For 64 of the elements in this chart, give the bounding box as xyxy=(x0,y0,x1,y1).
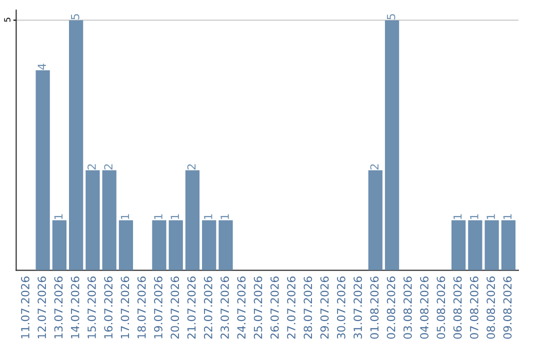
x-tick-label: 26.07.2026 xyxy=(270,276,279,339)
bar xyxy=(102,170,116,270)
x-tick-label: 08.08.2026 xyxy=(486,276,496,339)
bar xyxy=(168,220,183,270)
x-tick-label: 24.07.2026 xyxy=(237,276,246,339)
bar xyxy=(185,170,200,270)
x-tick-label: 03.08.2026 xyxy=(403,276,412,339)
x-tick-label: 18.07.2026 xyxy=(137,276,146,338)
x-tick-label: 14.07.2026 xyxy=(70,276,80,338)
bar xyxy=(218,220,233,270)
bar xyxy=(36,70,50,270)
x-tick-label: 02.08.2026 xyxy=(386,276,396,339)
bar xyxy=(368,170,382,270)
data-label: 5 xyxy=(386,14,396,20)
bar xyxy=(484,220,499,270)
bar xyxy=(384,20,400,270)
data-label: 4 xyxy=(38,64,46,70)
x-tick-label: 13.07.2026 xyxy=(54,276,63,338)
data-label: 2 xyxy=(370,164,378,170)
bar xyxy=(118,220,134,270)
data-label: 1 xyxy=(470,214,478,220)
x-tick-label: 05.08.2026 xyxy=(436,276,446,339)
data-label: 2 xyxy=(187,164,196,170)
bar xyxy=(52,220,67,270)
data-label: 1 xyxy=(154,214,162,220)
bar xyxy=(152,220,166,270)
data-label: 1 xyxy=(204,214,212,220)
x-tick-label: 29.07.2026 xyxy=(320,276,329,339)
x-tick-label: 28.07.2026 xyxy=(304,276,312,339)
data-label: 1 xyxy=(503,214,512,220)
x-tick-label: 11.07.2026 xyxy=(20,276,30,338)
data-label: 2 xyxy=(104,164,112,170)
data-label: 1 xyxy=(54,214,62,220)
x-tick-label: 21.07.2026 xyxy=(187,276,196,339)
x-tick-label: 16.07.2026 xyxy=(104,276,113,338)
data-label: 1 xyxy=(220,214,229,220)
x-tick-label: 27.07.2026 xyxy=(287,276,296,339)
bar xyxy=(468,220,482,270)
bar xyxy=(202,220,216,270)
x-tick-label: 20.07.2026 xyxy=(170,276,180,339)
data-label: 5 xyxy=(71,14,80,20)
bar xyxy=(501,220,516,270)
x-tick-label: 22.07.2026 xyxy=(204,276,212,339)
x-tick-label: 17.07.2026 xyxy=(120,276,130,338)
x-tick-label: 01.08.2026 xyxy=(370,276,379,339)
data-label: 1 xyxy=(120,214,130,220)
x-tick-label: 09.08.2026 xyxy=(503,276,512,339)
x-tick-label: 23.07.2026 xyxy=(220,276,229,339)
x-tick-label: 19.07.2026 xyxy=(154,276,162,338)
data-label: 2 xyxy=(88,164,96,170)
x-tick-label: 31.07.2026 xyxy=(354,276,362,339)
x-tick-label: 25.07.2026 xyxy=(254,276,262,339)
x-tick-label: 07.08.2026 xyxy=(470,276,478,339)
data-label: 1 xyxy=(170,214,179,220)
x-tick-label: 12.07.2026 xyxy=(38,276,46,338)
x-tick-label: 15.07.2026 xyxy=(88,276,96,338)
x-tick-label: 04.08.2026 xyxy=(420,276,428,339)
data-label: 1 xyxy=(454,214,462,220)
bar xyxy=(69,20,84,270)
x-tick-label: 30.07.2026 xyxy=(336,276,346,339)
bar xyxy=(451,220,466,270)
x-tick-label: 06.08.2026 xyxy=(453,276,462,339)
data-label: 1 xyxy=(486,214,495,220)
bar xyxy=(86,170,100,270)
